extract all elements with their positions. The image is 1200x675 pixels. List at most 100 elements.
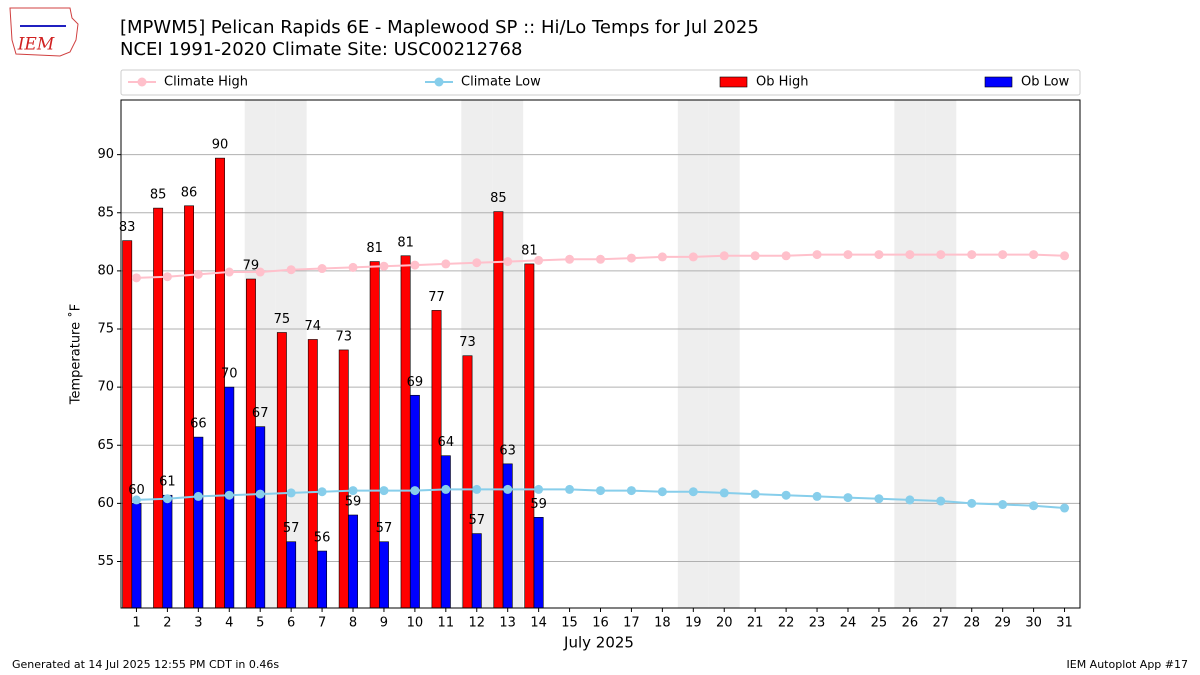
value-label: 86 <box>181 185 198 200</box>
x-tick-label: 19 <box>685 616 702 631</box>
climate-point <box>286 265 296 275</box>
climate-point <box>224 490 234 500</box>
bar <box>255 426 266 609</box>
x-tick-label: 14 <box>530 616 547 631</box>
value-label: 75 <box>274 312 291 327</box>
climate-point <box>131 273 141 283</box>
bar <box>122 240 133 609</box>
y-tick-label: 85 <box>97 205 114 220</box>
climate-point <box>379 261 389 271</box>
climate-point <box>967 250 977 260</box>
climate-point <box>626 486 636 496</box>
y-axis-label: Temperature ˚F <box>68 304 84 405</box>
x-tick-label: 23 <box>809 616 826 631</box>
climate-point <box>472 484 482 494</box>
x-tick-label: 21 <box>747 616 764 631</box>
x-tick-label: 4 <box>225 616 233 631</box>
climate-point <box>162 494 172 504</box>
value-label: 59 <box>345 495 362 510</box>
climate-point <box>1060 251 1070 261</box>
climate-point <box>348 262 358 272</box>
climate-point <box>565 484 575 494</box>
bar <box>162 494 173 609</box>
bar <box>471 533 482 609</box>
bar <box>184 205 194 609</box>
value-label: 85 <box>490 191 507 206</box>
x-tick-label: 7 <box>318 616 326 631</box>
weekend-shade <box>677 100 709 608</box>
x-tick-label: 15 <box>561 616 578 631</box>
climate-point <box>688 252 698 262</box>
climate-point <box>410 486 420 496</box>
x-tick-label: 25 <box>871 616 888 631</box>
x-tick-label: 12 <box>468 616 485 631</box>
bar <box>245 278 256 609</box>
x-tick-label: 6 <box>287 616 295 631</box>
climate-point <box>812 491 822 501</box>
x-tick-label: 5 <box>256 616 264 631</box>
climate-point <box>812 250 822 260</box>
bar <box>215 157 225 609</box>
value-label: 60 <box>128 483 145 498</box>
climate-point <box>905 250 915 260</box>
climate-point <box>936 496 946 506</box>
value-label: 67 <box>252 406 269 421</box>
value-label: 73 <box>335 329 352 344</box>
value-label: 73 <box>459 335 476 350</box>
bar <box>131 503 142 609</box>
bar <box>369 261 380 609</box>
y-tick-label: 70 <box>97 380 114 395</box>
bar <box>440 455 451 609</box>
climate-point <box>626 253 636 263</box>
climate-point <box>688 487 698 497</box>
x-tick-label: 11 <box>438 616 455 631</box>
legend-swatch <box>984 76 1013 88</box>
x-tick-label: 8 <box>349 616 357 631</box>
footer-left: Generated at 14 Jul 2025 12:55 PM CDT in… <box>12 658 279 671</box>
climate-point <box>441 484 451 494</box>
x-tick-label: 17 <box>623 616 640 631</box>
x-tick-label: 16 <box>592 616 609 631</box>
climate-point <box>874 250 884 260</box>
bar <box>338 349 349 609</box>
climate-point <box>472 258 482 268</box>
climate-point <box>441 259 451 269</box>
bar <box>286 541 297 609</box>
legend-label: Ob High <box>756 75 809 90</box>
y-tick-label: 55 <box>97 554 114 569</box>
climate-point <box>503 257 513 267</box>
climate-point <box>1060 503 1070 513</box>
value-label: 85 <box>150 188 167 203</box>
legend-marker <box>137 77 147 87</box>
climate-point <box>719 488 729 498</box>
bar <box>276 332 287 609</box>
climate-point <box>1029 250 1039 260</box>
logo-text: IEM <box>17 35 55 55</box>
climate-point <box>596 486 605 496</box>
climate-point <box>162 272 172 282</box>
climate-point <box>565 254 575 264</box>
legend-label: Ob Low <box>1021 75 1070 90</box>
value-label: 66 <box>190 417 207 432</box>
bar <box>533 517 544 609</box>
value-label: 74 <box>305 319 322 334</box>
x-tick-label: 29 <box>994 616 1011 631</box>
climate-point <box>503 484 513 494</box>
climate-point <box>998 500 1008 510</box>
y-tick-label: 65 <box>97 438 114 453</box>
climate-point <box>596 254 605 264</box>
x-tick-label: 13 <box>499 616 516 631</box>
chart-subtitle: NCEI 1991-2020 Climate Site: USC00212768 <box>120 39 522 60</box>
legend-swatch <box>719 76 748 88</box>
value-label: 83 <box>119 220 136 235</box>
climate-point <box>193 269 203 279</box>
climate-point <box>750 251 760 261</box>
weekend-shade <box>708 100 740 608</box>
climate-point <box>255 267 265 277</box>
value-label: 77 <box>428 290 445 305</box>
logo-outline <box>9 7 79 57</box>
value-label: 61 <box>159 475 176 490</box>
climate-point <box>998 250 1008 260</box>
weekend-shade <box>925 100 957 608</box>
